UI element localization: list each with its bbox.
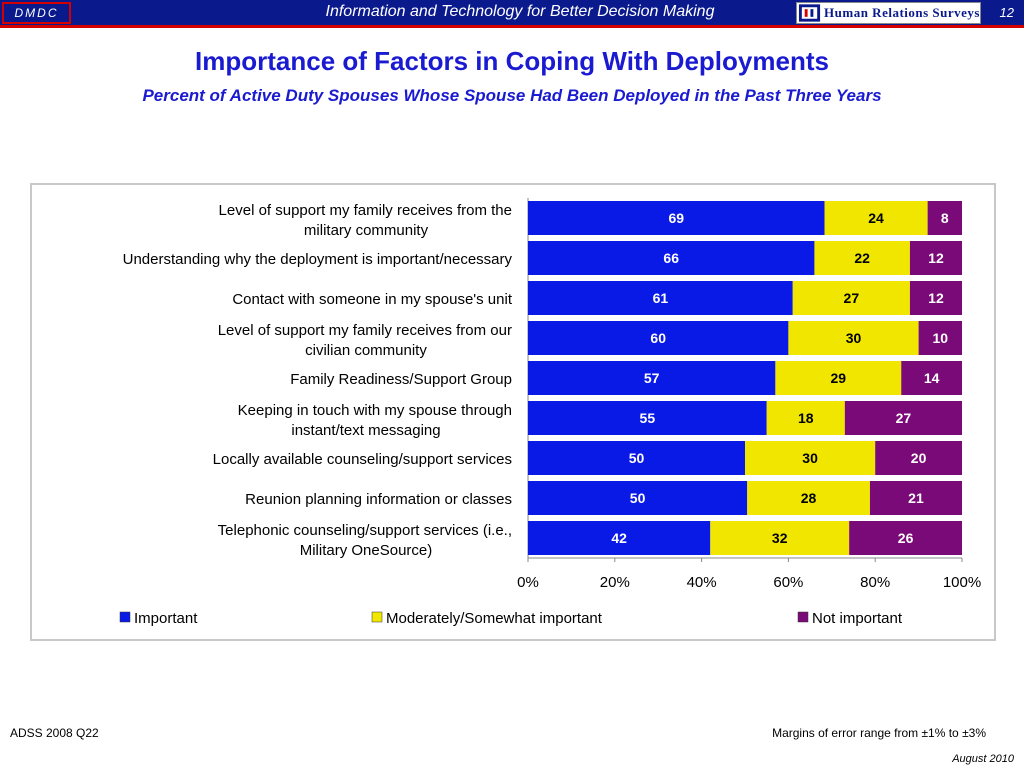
bar-segment	[745, 441, 876, 475]
x-tick-label: 80%	[860, 574, 890, 591]
category-label: Contact with someone in my spouse's unit	[232, 291, 513, 308]
bar-segment	[814, 241, 910, 275]
bar-segment	[528, 321, 789, 355]
data-label: 29	[831, 370, 847, 386]
bar-segment	[792, 281, 910, 315]
chart-frame: 69 24 8 Level of support my family receives…	[30, 183, 996, 641]
bar-segment	[788, 321, 919, 355]
bar-segment	[528, 441, 745, 475]
x-tick-label: 0%	[517, 574, 539, 591]
legend-label: Moderately/Somewhat important	[386, 610, 603, 627]
bar-segment	[844, 401, 962, 435]
data-label: 55	[640, 410, 656, 426]
header-bar: DMDC Information and Technology for Bett…	[0, 0, 1024, 28]
data-label: 14	[924, 370, 940, 386]
data-label: 50	[630, 490, 646, 506]
data-label: 50	[629, 450, 645, 466]
bar-segment	[766, 401, 845, 435]
data-label: 30	[802, 450, 818, 466]
data-label: 24	[868, 210, 884, 226]
bar-segment	[528, 401, 767, 435]
bar-segment	[528, 201, 825, 235]
data-label: 30	[846, 330, 862, 346]
bar-segment	[528, 241, 815, 275]
bar-segment	[901, 361, 962, 395]
stacked-bar-chart: 69 24 8 Level of support my family receives…	[119, 198, 981, 627]
dmdc-logo: DMDC	[2, 2, 71, 24]
bar-segment	[869, 481, 962, 515]
category-label: Family Readiness/Support Group	[290, 371, 512, 388]
bar-segment	[918, 321, 962, 355]
data-label: 61	[653, 290, 669, 306]
data-label: 32	[772, 530, 788, 546]
header-title: Information and Technology for Better De…	[325, 3, 715, 20]
data-label: 42	[611, 530, 627, 546]
data-label: 12	[928, 250, 944, 266]
data-label: 60	[650, 330, 666, 346]
category-label-continuation: civilian community	[305, 342, 427, 359]
legend-label: Not important	[812, 610, 903, 627]
bar-segment	[528, 281, 793, 315]
bar-segment	[747, 481, 870, 515]
category-label: Locally available counseling/support ser…	[213, 451, 512, 468]
x-tick-label: 20%	[600, 574, 630, 591]
category-label: Level of support my family receives from…	[218, 322, 512, 339]
margin-of-error-note: Margins of error range from ±1% to ±3%	[772, 726, 986, 740]
data-label: 18	[798, 410, 814, 426]
bar-segment	[849, 521, 962, 555]
category-label: Level of support my family receives from…	[219, 202, 512, 219]
category-label-continuation: military community	[304, 222, 429, 239]
data-label: 57	[644, 370, 660, 386]
bar-segment	[528, 481, 748, 515]
category-label: Telephonic counseling/support services (…	[218, 522, 512, 539]
data-label: 12	[928, 290, 944, 306]
data-label: 21	[908, 490, 924, 506]
x-tick-label: 60%	[773, 574, 803, 591]
legend-swatch	[797, 611, 809, 623]
data-label: 8	[941, 210, 949, 226]
hrs-logo-text: Human Relations Surveys	[824, 5, 980, 20]
category-label: Understanding why the deployment is impo…	[123, 251, 513, 268]
data-label: 26	[898, 530, 914, 546]
bar-segment	[710, 521, 850, 555]
x-tick-label: 100%	[943, 574, 981, 591]
page-subtitle: Percent of Active Duty Spouses Whose Spo…	[142, 86, 882, 105]
footer-date: August 2010	[952, 753, 1014, 765]
source-note: ADSS 2008 Q22	[10, 726, 99, 740]
category-label-continuation: instant/text messaging	[291, 422, 440, 439]
data-label: 22	[854, 250, 870, 266]
data-label: 28	[801, 490, 817, 506]
legend-swatch	[371, 611, 383, 623]
data-label: 66	[663, 250, 679, 266]
bar-segment	[909, 281, 962, 315]
hrs-emblem-icon	[798, 4, 821, 22]
legend-swatch	[119, 611, 131, 623]
bar-segment	[528, 361, 776, 395]
data-label: 69	[668, 210, 684, 226]
category-label-continuation: Military OneSource)	[300, 542, 433, 559]
category-label: Reunion planning information or classes	[245, 491, 512, 508]
bar-segment	[528, 521, 711, 555]
legend-label: Important	[134, 610, 198, 627]
x-tick-label: 40%	[687, 574, 717, 591]
data-label: 10	[933, 330, 949, 346]
bar-segment	[909, 241, 962, 275]
data-label: 27	[896, 410, 912, 426]
hrs-logo: Human Relations Surveys	[796, 2, 981, 24]
bar-segment	[775, 361, 902, 395]
bar-segment	[875, 441, 962, 475]
data-label: 27	[844, 290, 860, 306]
bar-segment	[824, 201, 928, 235]
page-title: Importance of Factors in Coping With Dep…	[195, 46, 829, 76]
page-number: 12	[999, 5, 1014, 20]
bar-segment	[927, 201, 962, 235]
data-label: 20	[911, 450, 927, 466]
category-label: Keeping in touch with my spouse through	[238, 402, 512, 419]
